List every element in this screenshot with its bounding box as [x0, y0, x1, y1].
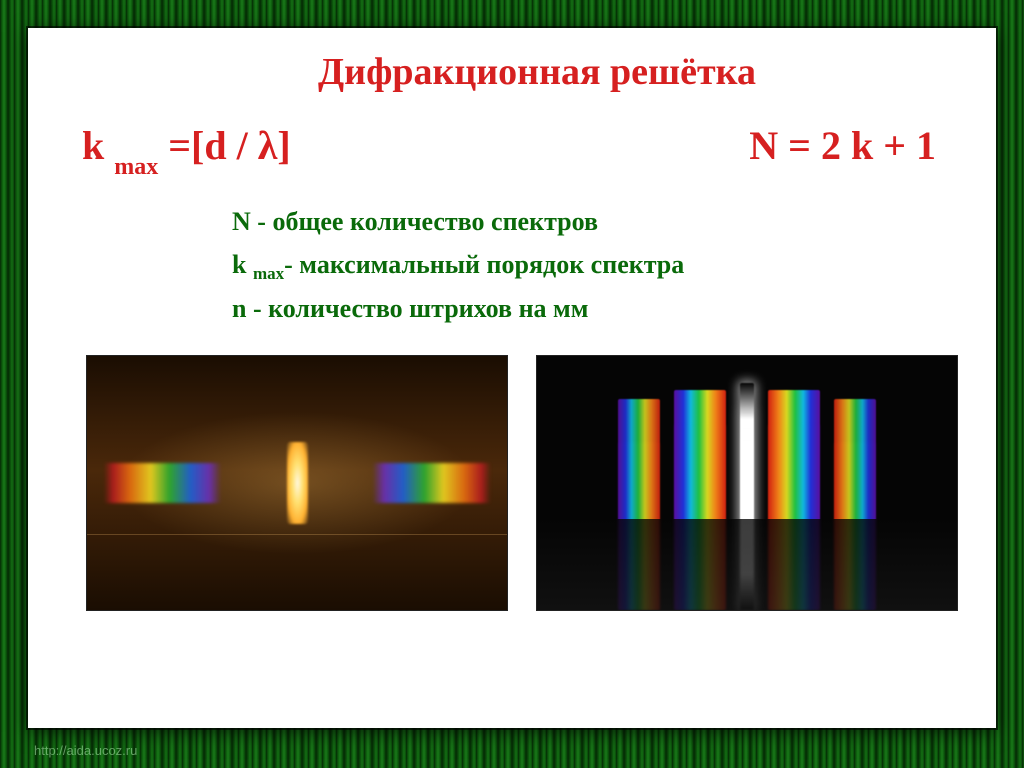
images-row: [82, 355, 962, 611]
definitions-block: N - общее количество спектров k max- мак…: [232, 201, 962, 331]
def-text-N: - общее количество спектров: [251, 207, 598, 236]
definition-n: n - количество штрихов на мм: [232, 288, 962, 331]
formula-kmax: k max =[d / λ]: [82, 122, 291, 175]
formula-kmax-prefix: k: [82, 123, 114, 168]
photo-grating-orders: [536, 355, 958, 611]
def-text-kmax: - максимальный порядок спектра: [284, 250, 684, 279]
central-zero-order: [287, 442, 308, 523]
definition-N: N - общее количество спектров: [232, 201, 962, 244]
formula-row: k max =[d / λ] N = 2 k + 1: [82, 122, 962, 175]
floor-reflection: [537, 519, 957, 610]
left-first-order-spectrum: [104, 463, 222, 504]
slide-title: Дифракционная решётка: [112, 50, 962, 94]
definition-kmax: k max- максимальный порядок спектра: [232, 244, 962, 288]
def-symbol-k-sub: max: [253, 264, 284, 283]
formula-kmax-sub: max: [114, 154, 158, 180]
footer-source-url: http://aida.ucoz.ru: [34, 743, 137, 758]
def-symbol-n: n: [232, 294, 246, 323]
photo-continuous-spectrum: [86, 355, 508, 611]
slide-content: Дифракционная решётка k max =[d / λ] N =…: [28, 28, 996, 728]
def-text-n: - количество штрихов на мм: [246, 294, 588, 323]
def-symbol-k: k: [232, 250, 253, 279]
def-symbol-N: N: [232, 207, 251, 236]
formula-kmax-suffix: =[d / λ]: [158, 123, 290, 168]
right-first-order-spectrum: [373, 463, 491, 504]
horizon-line: [87, 534, 507, 535]
formula-N: N = 2 k + 1: [749, 122, 936, 169]
